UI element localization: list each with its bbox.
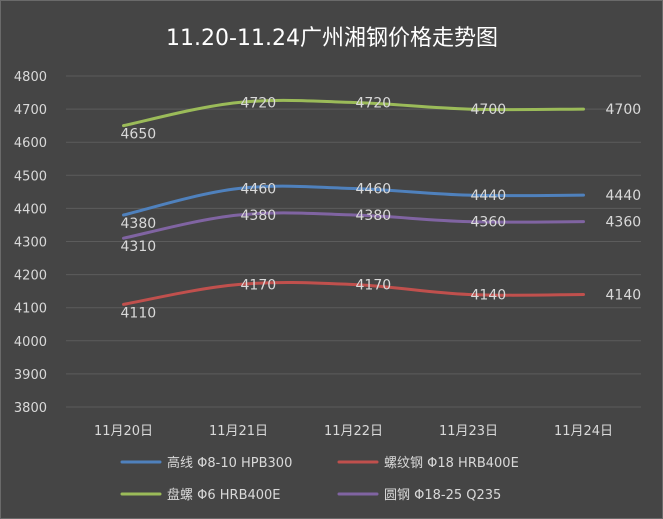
legend-label: 盘螺 Φ6 HRB400E [167,487,281,503]
series-line-3 [122,211,585,240]
y-tick-label: 4100 [14,302,47,317]
series-lines [122,98,585,306]
data-label: 4380 [241,208,277,224]
y-tick-label: 4400 [14,202,47,217]
x-tick-label: 11月20日 [94,424,153,439]
data-label: 4650 [121,127,157,143]
legend: 高线 Φ8-10 HPB300 螺纹钢 Φ18 HRB400E 盘螺 Φ6 HRB4… [120,455,519,503]
series-line-1 [122,280,585,306]
y-tick-label: 4500 [14,169,47,184]
data-label: 4460 [356,182,392,198]
data-label: 4360 [606,215,642,231]
data-label: 4440 [471,188,507,204]
data-label: 4140 [606,287,642,303]
data-label: 4700 [471,102,507,118]
data-label: 4460 [241,182,277,198]
data-label: 4140 [471,287,507,303]
data-label: 4170 [356,278,392,294]
data-label: 4440 [606,188,642,204]
data-label: 4720 [241,95,277,111]
data-label: 4360 [471,215,507,231]
x-tick-label: 11月24日 [554,424,613,439]
data-label: 4170 [241,278,277,294]
data-label: 4720 [356,95,392,111]
data-label: 4380 [356,208,392,224]
y-axis: 3800 3900 4000 4100 4200 4300 4400 4500 4600 4700… [14,70,47,416]
legend-label: 圆钢 Φ18-25 Q235 [384,488,501,503]
y-tick-label: 4000 [14,335,47,350]
data-labels: 4380 4460 4460 4440 4440 4110 4170 4170 4140 4140… [121,95,642,321]
y-tick-label: 4700 [14,103,47,118]
y-tick-label: 3800 [14,401,47,416]
series-line-2 [122,98,585,128]
x-tick-label: 11月23日 [439,424,498,439]
x-tick-label: 11月22日 [324,424,383,439]
chart-title: 11.20-11.24广州湘钢价格走势图 [166,26,498,51]
y-tick-label: 3900 [14,368,47,383]
y-tick-label: 4800 [14,70,47,85]
y-tick-label: 4600 [14,136,47,151]
y-tick-label: 4200 [14,269,47,284]
series-line-0 [122,184,585,217]
data-label: 4110 [121,305,157,321]
y-tick-label: 4300 [14,236,47,251]
x-axis: 11月20日 11月21日 11月22日 11月23日 11月24日 [94,424,613,439]
data-label: 4700 [606,102,642,118]
data-label: 4310 [121,239,157,255]
x-tick-label: 11月21日 [209,424,268,439]
legend-label: 高线 Φ8-10 HPB300 [167,455,292,471]
legend-label: 螺纹钢 Φ18 HRB400E [384,456,519,471]
data-label: 4380 [121,216,157,232]
